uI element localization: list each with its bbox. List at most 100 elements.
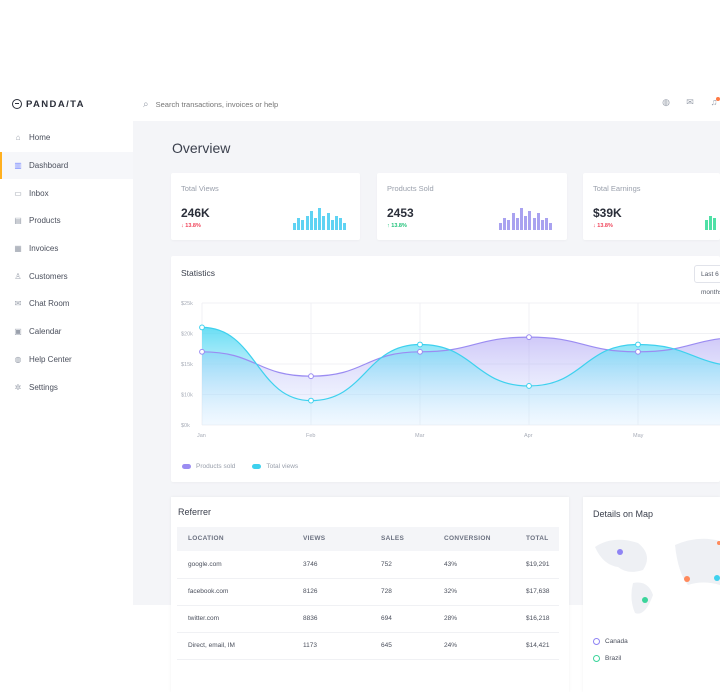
products-icon: ▤: [14, 216, 22, 226]
spark-bar: [326, 213, 330, 230]
calendar-icon: ▣: [14, 327, 22, 337]
map-legend-canada[interactable]: Canada: [593, 638, 628, 645]
legend-products[interactable]: Products sold: [196, 463, 236, 470]
app: PANDA/TA ⌂ Home ▥ Dashboard ▭ Inbox ▤ Products ▦…: [0, 87, 720, 692]
col-views[interactable]: VIEWS: [303, 535, 326, 542]
sidebar-item-products[interactable]: ▤ Products: [0, 207, 133, 235]
y-tick-label: $0k: [181, 423, 190, 429]
table-cell: 728: [381, 588, 392, 595]
world-map[interactable]: [583, 525, 720, 625]
spark-bar: [545, 218, 549, 230]
search-icon: ⌕: [143, 98, 149, 110]
table-cell: 752: [381, 561, 392, 568]
chat-icon[interactable]: ✉: [686, 97, 694, 107]
sidebar-item-label: Calendar: [29, 327, 62, 337]
legend-ring: [593, 638, 600, 645]
spark-bar: [322, 215, 326, 230]
data-point: [635, 348, 641, 355]
spark-bar: [318, 208, 322, 230]
data-point: [526, 334, 532, 341]
table-cell: $16,218: [526, 615, 550, 622]
stat-label: Products Sold: [387, 184, 434, 193]
spark-bar: [536, 213, 540, 230]
sidebar-item-chat-room[interactable]: ✉ Chat Room: [0, 290, 133, 318]
sidebar-item-label: Products: [29, 216, 61, 226]
spark-bar: [549, 222, 553, 230]
spark-bar: [313, 218, 317, 230]
sidebar-item-label: Settings: [29, 382, 58, 392]
map-marker: [717, 541, 720, 545]
spark-bar: [330, 220, 334, 230]
stat-label: Total Earnings: [593, 184, 641, 193]
sidebar-item-label: Invoices: [29, 244, 59, 254]
stat-label: Total Views: [181, 184, 219, 193]
spark-bar: [709, 215, 713, 230]
stat-value: $39K: [593, 206, 622, 220]
logo-icon: [12, 99, 22, 109]
map-marker-brazil: [642, 597, 648, 603]
sidebar-item-settings[interactable]: ✲ Settings: [0, 373, 133, 401]
table-row[interactable]: twitter.com 8836 694 28% $16,218: [177, 605, 559, 633]
sidebar-item-help-center[interactable]: ◍ Help Center: [0, 346, 133, 374]
table-cell: Direct, email, IM: [188, 642, 235, 649]
sidebar-item-home[interactable]: ⌂ Home: [0, 124, 133, 152]
stat-sparkbars: [293, 208, 347, 230]
sidebar-item-customers[interactable]: ♙ Customers: [0, 262, 133, 290]
spark-bar: [334, 215, 338, 230]
col-conversion[interactable]: CONVERSION: [444, 535, 491, 542]
table-cell: 645: [381, 642, 392, 649]
sidebar-item-calendar[interactable]: ▣ Calendar: [0, 318, 133, 346]
sidebar-item-label: Dashboard: [29, 161, 69, 171]
legend-views[interactable]: Total views: [266, 463, 299, 470]
table-row[interactable]: Direct, email, IM 1173 645 24% $14,421: [177, 632, 559, 660]
globe-icon[interactable]: ◍: [662, 97, 670, 107]
table-cell: $19,291: [526, 561, 550, 568]
sidebar: PANDA/TA ⌂ Home ▥ Dashboard ▭ Inbox ▤ Products ▦…: [0, 87, 133, 605]
sidebar-item-label: Inbox: [29, 188, 49, 198]
stat-change: ↓ 13.8%: [181, 223, 201, 229]
spark-bar: [519, 208, 523, 230]
data-point: [417, 348, 423, 355]
sidebar-item-inbox[interactable]: ▭ Inbox: [0, 179, 133, 207]
spark-bar: [507, 220, 511, 230]
logo[interactable]: PANDA/TA: [0, 87, 133, 121]
statistics-chart: $0k$10k$15k$20k$25kJanFebMarAprMayJun: [181, 301, 720, 439]
x-tick-label: Feb: [306, 433, 315, 439]
legend-swatch-products: [182, 464, 191, 469]
range-select[interactable]: Last 6 months: [694, 265, 720, 296]
data-point: [417, 341, 423, 348]
topbar: ⌕ ◍ ✉ ♫: [133, 87, 720, 122]
spark-bar: [499, 222, 502, 230]
legend-swatch-views: [252, 464, 262, 469]
sidebar-item-invoices[interactable]: ▦ Invoices: [0, 235, 133, 263]
bell-icon[interactable]: ♫: [708, 97, 720, 109]
stat-value: 2453: [387, 206, 414, 220]
page-title: Overview: [172, 140, 231, 156]
table-cell: 43%: [444, 561, 458, 568]
invoice-icon: ▦: [14, 244, 22, 254]
table-cell: google.com: [188, 561, 222, 568]
map-title: Details on Map: [593, 509, 654, 519]
table-row[interactable]: google.com 3746 752 43% $19,291: [177, 551, 559, 579]
y-tick-label: $10k: [181, 393, 193, 399]
table-cell: 28%: [444, 615, 458, 622]
bar-chart-icon: ▥: [14, 161, 22, 171]
table-cell: 694: [381, 615, 392, 622]
map-marker-canada: [617, 549, 623, 555]
sidebar-item-dashboard[interactable]: ▥ Dashboard: [0, 151, 133, 180]
map-marker: [714, 575, 720, 581]
col-sales[interactable]: SALES: [381, 535, 405, 542]
table-row[interactable]: facebook.com 8126 728 32% $17,638: [177, 578, 559, 606]
spark-bar: [511, 213, 515, 230]
col-total[interactable]: TOTAL: [526, 535, 549, 542]
data-point: [199, 348, 205, 355]
data-point: [308, 373, 314, 380]
spark-bar: [339, 218, 343, 230]
x-tick-label: Apr: [524, 433, 533, 439]
table-cell: facebook.com: [188, 588, 229, 595]
col-location[interactable]: LOCATION: [188, 535, 224, 542]
search-input[interactable]: [153, 98, 358, 110]
spark-bar: [301, 220, 305, 230]
map-legend-brazil[interactable]: Brazil: [593, 655, 621, 662]
referrer-card: Referrer LOCATION VIEWS SALES CONVERSION…: [171, 497, 569, 692]
